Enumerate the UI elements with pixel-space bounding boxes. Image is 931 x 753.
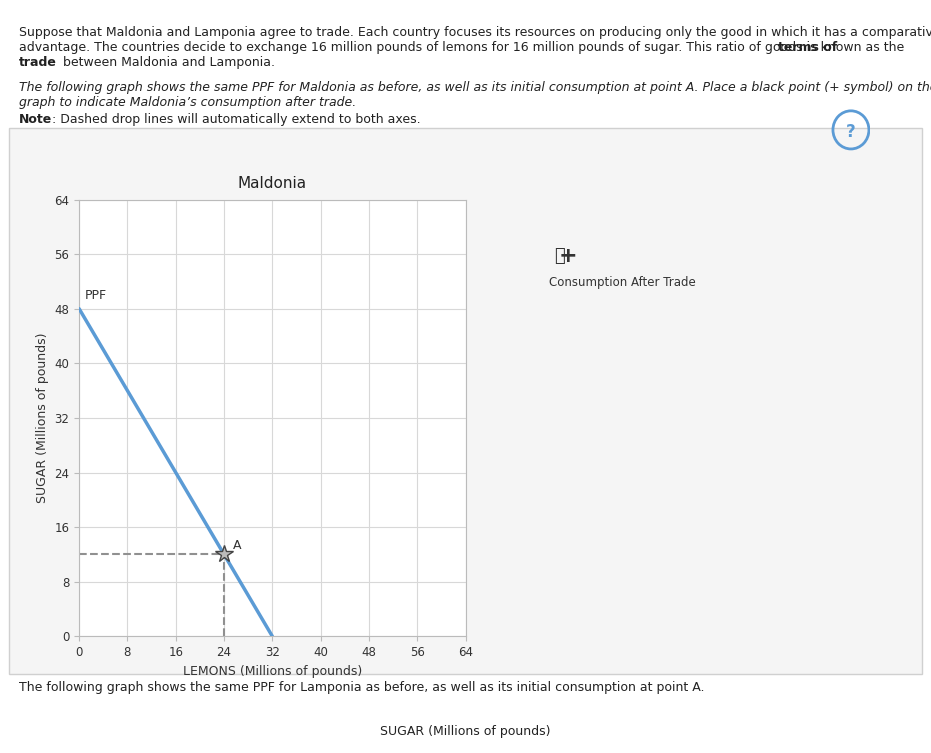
Text: Suppose that Maldonia and Lamponia agree to trade. Each country focuses its reso: Suppose that Maldonia and Lamponia agree…	[19, 26, 931, 39]
Text: A: A	[233, 539, 241, 552]
Y-axis label: SUGAR (Millions of pounds): SUGAR (Millions of pounds)	[36, 333, 48, 503]
Text: advantage. The countries decide to exchange 16 million pounds of lemons for 16 m: advantage. The countries decide to excha…	[19, 41, 908, 54]
Text: trade: trade	[19, 56, 57, 69]
Text: Consumption After Trade: Consumption After Trade	[549, 276, 696, 289]
Text: SUGAR (Millions of pounds): SUGAR (Millions of pounds)	[380, 725, 551, 738]
Text: : Dashed drop lines will automatically extend to both axes.: : Dashed drop lines will automatically e…	[52, 113, 421, 126]
Text: PPF: PPF	[85, 289, 107, 302]
Text: The following graph shows the same PPF for Maldonia as before, as well as its in: The following graph shows the same PPF f…	[19, 81, 931, 93]
X-axis label: LEMONS (Millions of pounds): LEMONS (Millions of pounds)	[182, 665, 362, 678]
Text: Note: Note	[19, 113, 52, 126]
Text: ➕: ➕	[554, 247, 565, 265]
Text: +: +	[559, 246, 577, 266]
Text: terms of: terms of	[778, 41, 838, 54]
Text: The following graph shows the same PPF for Lamponia as before, as well as its in: The following graph shows the same PPF f…	[19, 681, 704, 694]
Text: between Maldonia and Lamponia.: between Maldonia and Lamponia.	[59, 56, 275, 69]
Text: graph to indicate Maldonia’s consumption after trade.: graph to indicate Maldonia’s consumption…	[19, 96, 356, 108]
Title: Maldonia: Maldonia	[237, 176, 307, 191]
Text: ?: ?	[846, 123, 856, 141]
